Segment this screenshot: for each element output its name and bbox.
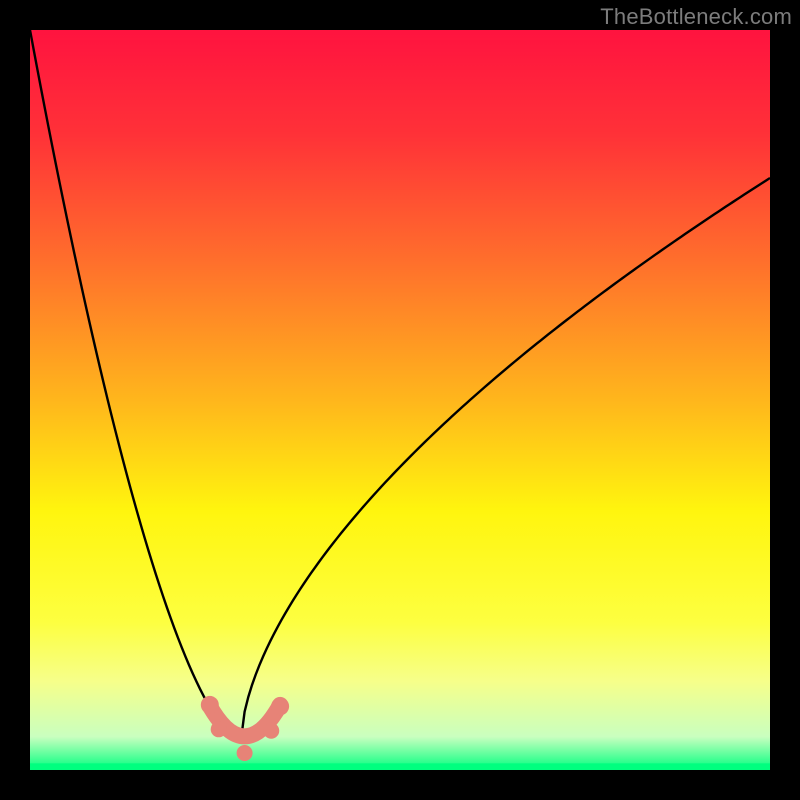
chart-stage: TheBottleneck.com [0, 0, 800, 800]
bottom-bar [30, 763, 770, 770]
plot-svg [30, 30, 770, 770]
watermark-text: TheBottleneck.com [600, 4, 792, 30]
plot-area [30, 30, 770, 770]
gradient-background [30, 30, 770, 770]
